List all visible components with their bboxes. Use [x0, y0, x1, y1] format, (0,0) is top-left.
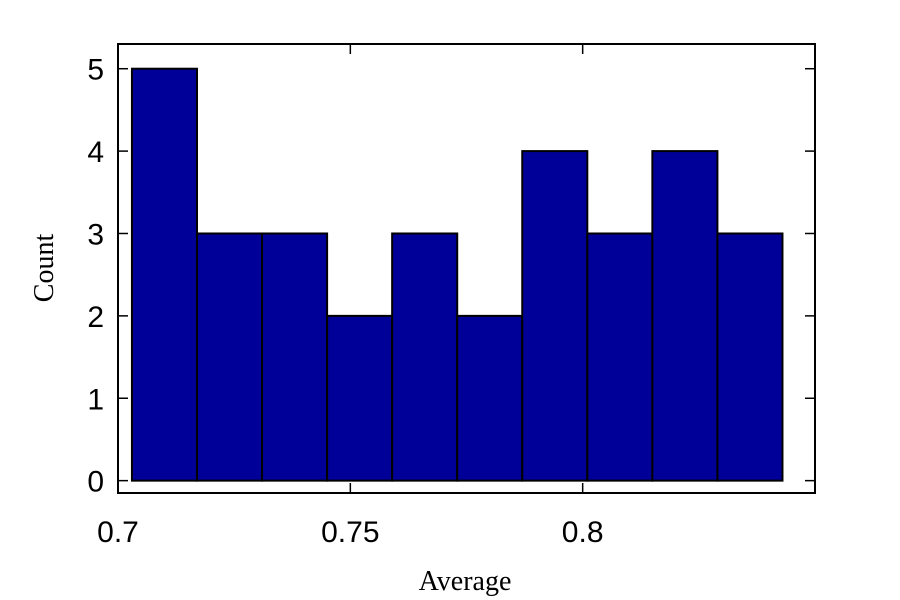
- x-axis-label: Average: [419, 566, 512, 597]
- x-tick-label: 0.75: [321, 516, 379, 549]
- histogram-bar-7: [521, 150, 589, 482]
- y-tick-label: 4: [87, 136, 104, 169]
- ticks-group: [117, 44, 815, 493]
- x-tick-label: 0.7: [97, 516, 139, 549]
- histogram-bar-9: [651, 150, 719, 482]
- y-tick-label: 1: [87, 383, 104, 416]
- histogram-bar-6: [456, 314, 524, 482]
- y-tick-label: 3: [87, 218, 104, 251]
- x-tick-label: 0.8: [562, 516, 604, 549]
- histogram-bar-3: [261, 232, 329, 482]
- histogram-bar-1: [130, 67, 198, 482]
- y-tick-label: 5: [87, 54, 104, 87]
- histogram-bar-8: [586, 232, 654, 482]
- bars-group: [130, 67, 784, 482]
- y-tick-label: 0: [87, 466, 104, 499]
- plot-frame: [117, 43, 816, 494]
- histogram-bar-5: [391, 232, 459, 482]
- histogram-bar-4: [326, 314, 394, 482]
- y-axis-label: Count: [29, 234, 60, 303]
- histogram-bar-10: [716, 232, 784, 482]
- y-tick-label: 2: [87, 301, 104, 334]
- tick-labels-group: 0.7 0.75 0.8 0 1 2 3 4 5: [87, 54, 603, 549]
- histogram-bar-2: [195, 232, 264, 482]
